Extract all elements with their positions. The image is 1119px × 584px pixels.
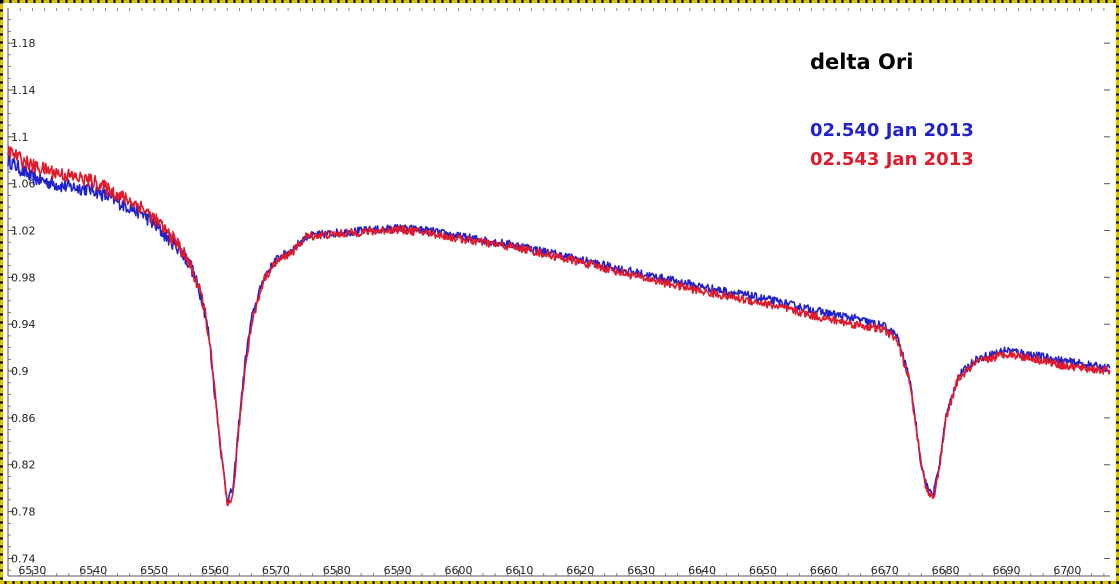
y-tick-label: 0.78 [11, 506, 36, 519]
y-tick-label: 0.86 [11, 412, 36, 425]
y-tick-label: 0.74 [11, 552, 36, 565]
x-tick-label: 6620 [566, 564, 594, 577]
x-tick-label: 6590 [384, 564, 412, 577]
y-tick-label: 0.94 [11, 318, 36, 331]
x-tick-label: 6540 [79, 564, 107, 577]
x-tick-label: 6600 [445, 564, 473, 577]
x-tick-label: 6660 [810, 564, 838, 577]
y-tick-label: 1.14 [11, 84, 36, 97]
x-tick-label: 6680 [932, 564, 960, 577]
y-tick-label: 1.1 [11, 131, 29, 144]
x-axis: 6530 6540 6550 6560 6570 6580 6590 6600 6610 6620… [7, 8, 1110, 577]
x-tick-label: 6560 [201, 564, 229, 577]
y-tick-label: 0.82 [11, 459, 36, 472]
x-tick-label: 6650 [749, 564, 777, 577]
y-tick-label: 1.02 [11, 225, 36, 238]
x-tick-label: 6570 [262, 564, 290, 577]
legend-entry-1: 02.540 Jan 2013 [810, 120, 974, 141]
series-layer [7, 145, 1111, 507]
legend: 02.540 Jan 2013 02.543 Jan 2013 [810, 120, 974, 170]
chart-title: delta Ori [810, 50, 913, 74]
x-tick-label: 6630 [627, 564, 655, 577]
x-tick-label: 6670 [871, 564, 899, 577]
y-tick-label: 0.98 [11, 271, 36, 284]
series-line-2 [7, 145, 1111, 507]
x-tick-label: 6700 [1053, 564, 1081, 577]
x-tick-label: 6640 [688, 564, 716, 577]
x-tick-label: 6690 [992, 564, 1020, 577]
y-tick-label: 1.18 [11, 37, 36, 50]
x-tick-label: 6580 [323, 564, 351, 577]
x-tick-label: 6610 [505, 564, 533, 577]
y-axis: 0.74 0.78 0.82 0.86 0.9 0.94 0.98 1.02 1.06 1.1 1.… [7, 8, 1110, 576]
legend-entry-2: 02.543 Jan 2013 [810, 149, 974, 170]
x-tick-label: 6530 [18, 564, 46, 577]
y-tick-label: 1.06 [11, 178, 36, 191]
x-tick-label: 6550 [140, 564, 168, 577]
y-tick-label: 0.9 [11, 365, 29, 378]
